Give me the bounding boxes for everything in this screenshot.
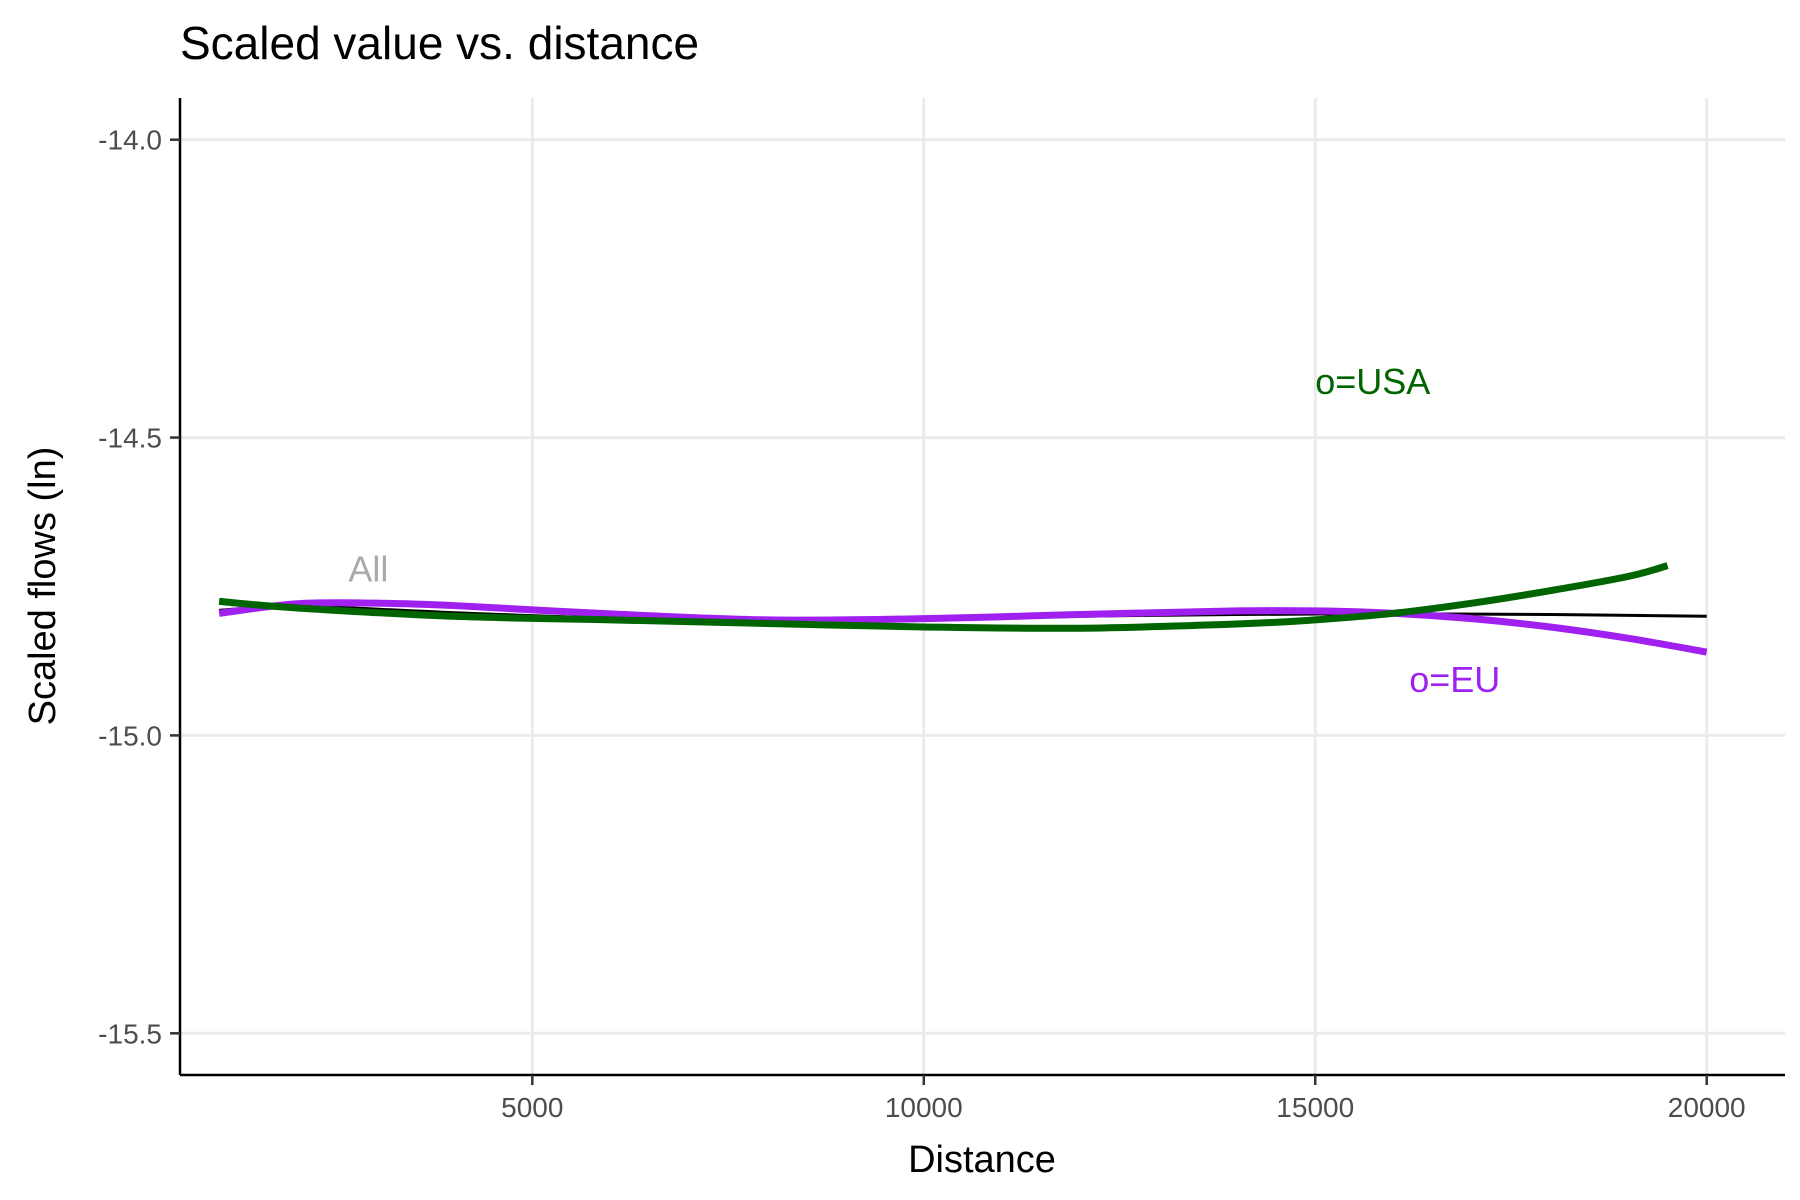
grid <box>180 98 1785 1075</box>
axis-ticks: 5000 10000 15000 20000 -14.0 -14.5 -15.0 -15.5 <box>98 125 1745 1123</box>
annotations: All o=USA o=EU <box>348 361 1500 700</box>
x-tick-label: 5000 <box>501 1092 563 1123</box>
x-tick-label: 20000 <box>1668 1092 1746 1123</box>
annotation-all: All <box>348 549 388 590</box>
y-axis-label: Scaled flows (ln) <box>22 447 64 726</box>
chart-title: Scaled value vs. distance <box>180 17 699 69</box>
x-tick-label: 10000 <box>885 1092 963 1123</box>
annotation-o-eu: o=EU <box>1409 659 1500 700</box>
y-tick-label: -15.5 <box>98 1018 162 1049</box>
annotation-o-usa: o=USA <box>1315 361 1430 402</box>
y-tick-label: -15.0 <box>98 720 162 751</box>
y-tick-label: -14.5 <box>98 423 162 454</box>
x-axis-label: Distance <box>908 1139 1056 1181</box>
y-tick-label: -14.0 <box>98 125 162 156</box>
x-tick-label: 15000 <box>1276 1092 1354 1123</box>
series-line-o-eu <box>218 599 1708 656</box>
series-lines <box>218 562 1708 656</box>
series-line-o-usa <box>218 562 1669 632</box>
